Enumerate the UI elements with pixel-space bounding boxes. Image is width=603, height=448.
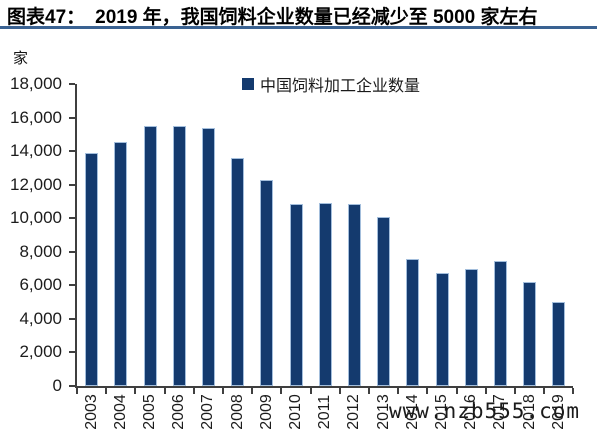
figure-title: 图表47： 2019 年，我国饲料企业数量已经减少至 5000 家左右 (7, 2, 538, 29)
x-axis-tick-label: 2011 (316, 394, 334, 430)
x-axis-tick-label: 2003 (82, 394, 100, 430)
y-axis-tick (69, 385, 75, 387)
y-axis-tick (69, 83, 75, 85)
x-axis-tick (368, 388, 370, 394)
x-axis-tick (76, 388, 78, 394)
x-axis-tick (163, 388, 166, 394)
x-axis-tick-label: 2012 (345, 394, 363, 430)
x-axis-tick (280, 388, 283, 394)
x-axis-line (75, 386, 574, 388)
y-axis-unit-label: 家 (13, 50, 29, 67)
x-axis-tick-label: 2004 (111, 394, 129, 430)
y-axis-tick-label: 14,000 (10, 141, 62, 161)
y-axis-tick (69, 250, 75, 253)
title-underline (0, 26, 597, 29)
x-axis-tick-label: 2008 (228, 394, 246, 430)
bar (260, 179, 274, 386)
y-axis-tick-label: 12,000 (10, 174, 62, 194)
bar (114, 141, 128, 386)
bar (143, 125, 157, 386)
figure-number: 图表47： (7, 7, 86, 28)
legend-swatch (242, 78, 254, 90)
x-axis-tick (338, 388, 341, 394)
y-axis-tick-label: 18,000 (10, 74, 62, 93)
bar (552, 302, 566, 386)
y-axis-tick (69, 150, 75, 153)
x-axis-tick (251, 388, 254, 394)
x-axis-tick-label: 2006 (170, 394, 188, 430)
y-axis-tick-label: 2,000 (19, 342, 62, 362)
watermark: www.nzb555.com (389, 399, 581, 423)
bar (435, 272, 449, 387)
y-axis-tick-label: 4,000 (19, 308, 62, 328)
y-axis-tick (69, 217, 75, 220)
y-axis-tick (69, 351, 75, 354)
bar (201, 127, 215, 386)
bar (523, 282, 537, 386)
x-axis-tick-label: 2010 (287, 394, 304, 430)
y-axis-tick-label: 10,000 (10, 208, 62, 228)
x-axis-tick (572, 388, 575, 394)
y-axis-tick-label: 8,000 (19, 241, 62, 261)
x-axis-tick-label: 2007 (199, 394, 217, 430)
y-axis-tick (69, 116, 75, 119)
x-axis-tick (543, 388, 546, 394)
bar (231, 157, 245, 386)
x-axis-tick (514, 388, 516, 394)
bar (406, 258, 420, 386)
y-axis-line (75, 84, 77, 388)
x-axis-tick (426, 388, 429, 394)
bar (464, 268, 478, 386)
y-axis-tick-label: 6,000 (19, 275, 62, 295)
y-axis-tick (69, 183, 75, 186)
x-axis-tick (192, 388, 195, 394)
legend-label: 中国饲料加工企业数量 (260, 78, 421, 95)
x-axis-tick-label: 2005 (141, 394, 158, 430)
bar (347, 204, 361, 386)
x-axis-tick (455, 388, 458, 394)
chart-legend: 中国饲料加工企业数量 (242, 72, 420, 96)
x-axis-tick (484, 388, 487, 394)
bar (289, 204, 303, 386)
y-axis-tick (69, 317, 75, 320)
bar (85, 152, 99, 386)
y-axis-tick-label: 16,000 (10, 107, 62, 127)
x-axis-tick-label: 2009 (257, 394, 275, 430)
x-axis-tick (309, 388, 312, 394)
figure-title-text: 2019 年，我国饲料企业数量已经减少至 5000 家左右 (95, 7, 538, 28)
bar (493, 261, 507, 386)
bar (377, 216, 391, 386)
bar (172, 125, 186, 386)
x-axis-tick (397, 388, 400, 394)
bar (318, 203, 332, 386)
y-axis-tick-label: 0 (52, 376, 62, 395)
x-axis-tick (134, 388, 137, 394)
y-axis-tick (69, 284, 75, 287)
x-axis-tick (105, 388, 108, 394)
x-axis-tick (222, 388, 224, 394)
